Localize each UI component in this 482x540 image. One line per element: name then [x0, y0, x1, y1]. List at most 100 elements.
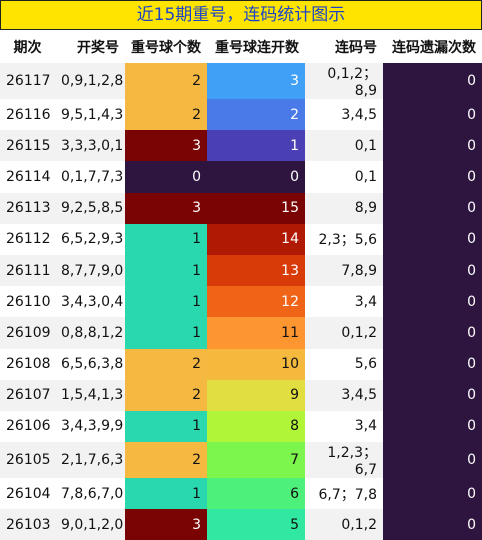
table-cell: 0 — [383, 130, 482, 162]
table-row: 26109 0,8,8,1,2 1 11 0,1,2 0 — [0, 317, 482, 349]
table-cell: 0 — [383, 348, 482, 380]
table-row: 26104 7,8,6,7,0 1 6 6,7；7,8 0 — [0, 478, 482, 510]
table-cell: 8 — [207, 410, 305, 443]
table-cell: 0 — [383, 223, 482, 255]
table-cell: 1 — [125, 286, 207, 318]
table-cell: 0 — [207, 161, 305, 193]
table-row: 26107 1,5,4,1,3 2 9 3,4,5 0 — [0, 379, 482, 411]
table-body: 26117 0,9,1,2,8 2 3 0,1,2；8,9 0 26116 9,5,1,4,3… — [0, 63, 482, 540]
table-cell: 0,1 — [354, 168, 377, 185]
table-cell: 2,1,7,6,3 — [55, 442, 125, 479]
title-bar: 近15期重号，连码统计图示 — [0, 0, 482, 30]
table-cell: 0,1,2；8,9 — [305, 63, 383, 99]
table-cell: 26104 — [6, 485, 51, 502]
table-row: 26115 3,3,3,0,1 3 1 0,1 0 — [0, 130, 482, 162]
table-cell: 0,1,2 — [305, 509, 383, 540]
table-cell: 2 — [125, 63, 207, 99]
table-cell: 0 — [125, 161, 207, 193]
table-cell: 3,4,3,0,4 — [61, 293, 124, 310]
table-cell: 0 — [383, 509, 482, 540]
table-cell: 2,3；5,6 — [318, 232, 377, 249]
table-cell: 1 — [125, 223, 207, 255]
table-cell: 9 — [207, 379, 305, 411]
table-cell: 0 — [383, 99, 482, 131]
table-row: 26105 2,1,7,6,3 2 7 1,2,3；6,7 0 — [0, 442, 482, 479]
table-cell: 1,5,4,1,3 — [55, 379, 125, 411]
table-cell: 8,7,7,9,0 — [55, 254, 125, 287]
table-row: 26106 3,4,3,9,9 1 8 3,4 0 — [0, 410, 482, 443]
table-cell: 0,9,1,2,8 — [55, 63, 125, 99]
table-cell: 26116 — [6, 106, 51, 123]
table-row: 26108 6,5,6,3,8 2 10 5,6 0 — [0, 348, 482, 380]
table-cell: 1 — [125, 317, 207, 349]
table-cell: 9,5,1,4,3 — [61, 106, 124, 123]
table-row: 26111 8,7,7,9,0 1 13 7,8,9 0 — [0, 254, 482, 287]
table-cell: 0 — [383, 478, 482, 510]
column-header: 连码号 — [335, 39, 377, 56]
table-cell: 9,2,5,8,5 — [55, 192, 125, 224]
table-row: 26110 3,4,3,0,4 1 12 3,4 0 — [0, 286, 482, 318]
table-cell: 1 — [207, 130, 305, 162]
table-cell: 10 — [207, 348, 305, 380]
table-cell: 0 — [383, 63, 482, 99]
table-cell: 26103 — [0, 509, 55, 540]
table-row: 26117 0,9,1,2,8 2 3 0,1,2；8,9 0 — [0, 63, 482, 99]
column-header: 期次 — [13, 39, 42, 56]
table-cell: 26108 — [6, 356, 51, 373]
table-cell: 7 — [207, 442, 305, 479]
table-cell: 9,0,1,2,0 — [55, 509, 125, 540]
table-cell: 6,7；7,8 — [318, 486, 377, 503]
table-cell: 26106 — [6, 418, 51, 435]
table-cell: 3 — [125, 130, 207, 162]
header-row: 期次 开奖号 重号球个数 重号球连开数 连码号 连码遗漏次数 — [0, 30, 482, 63]
table-cell: 1,2,3；6,7 — [305, 442, 383, 479]
table-cell: 0 — [383, 317, 482, 349]
column-header: 重号球个数 — [131, 39, 201, 56]
column-header: 重号球连开数 — [215, 39, 299, 56]
table-cell: 3,4,5 — [341, 106, 377, 123]
table-cell: 0 — [383, 161, 482, 193]
table-cell: 1 — [125, 254, 207, 287]
table-cell: 2 — [125, 348, 207, 380]
table-cell: 3,3,3,0,1 — [55, 130, 125, 162]
table-cell: 0 — [383, 192, 482, 224]
table-row: 26112 6,5,2,9,3 1 14 2,3；5,6 0 — [0, 223, 482, 255]
table-cell: 3,4 — [354, 293, 377, 310]
table-cell: 6,5,6,3,8 — [61, 356, 124, 373]
table-cell: 5,6 — [354, 356, 377, 373]
table-cell: 0 — [383, 379, 482, 411]
table-row: 26114 0,1,7,7,3 0 0 0,1 0 — [0, 161, 482, 193]
table-cell: 26109 — [0, 317, 55, 349]
table-cell: 12 — [207, 286, 305, 318]
table-cell: 26110 — [6, 293, 51, 310]
table-cell: 3 — [207, 63, 305, 99]
table-cell: 6 — [207, 478, 305, 510]
table-row: 26103 9,0,1,2,0 3 5 0,1,2 0 — [0, 509, 482, 540]
table-cell: 0 — [383, 286, 482, 318]
table-cell: 2 — [125, 442, 207, 479]
table-cell: 5 — [207, 509, 305, 540]
column-header: 开奖号 — [77, 39, 119, 56]
table-row: 26113 9,2,5,8,5 3 15 8,9 0 — [0, 192, 482, 224]
table-cell: 0 — [383, 442, 482, 479]
table-cell: 26115 — [0, 130, 55, 162]
table-cell: 11 — [207, 317, 305, 349]
table-cell: 2 — [125, 99, 207, 131]
table-cell: 26111 — [0, 254, 55, 287]
table-row: 26116 9,5,1,4,3 2 2 3,4,5 0 — [0, 99, 482, 131]
table-cell: 7,8,6,7,0 — [61, 485, 124, 502]
table-cell: 3 — [125, 192, 207, 224]
table-cell: 0,8,8,1,2 — [55, 317, 125, 349]
table-cell: 3,4,3,9,9 — [61, 418, 124, 435]
table-cell: 1 — [125, 410, 207, 443]
table-cell: 0 — [383, 254, 482, 287]
table-cell: 6,5,2,9,3 — [61, 231, 124, 248]
table-cell: 1 — [125, 478, 207, 510]
table-cell: 3,4 — [354, 418, 377, 435]
table-cell: 3,4,5 — [305, 379, 383, 411]
table-cell: 26114 — [6, 168, 51, 185]
table-cell: 3 — [125, 509, 207, 540]
table-cell: 0,1,7,7,3 — [61, 168, 124, 185]
table-cell: 13 — [207, 254, 305, 287]
